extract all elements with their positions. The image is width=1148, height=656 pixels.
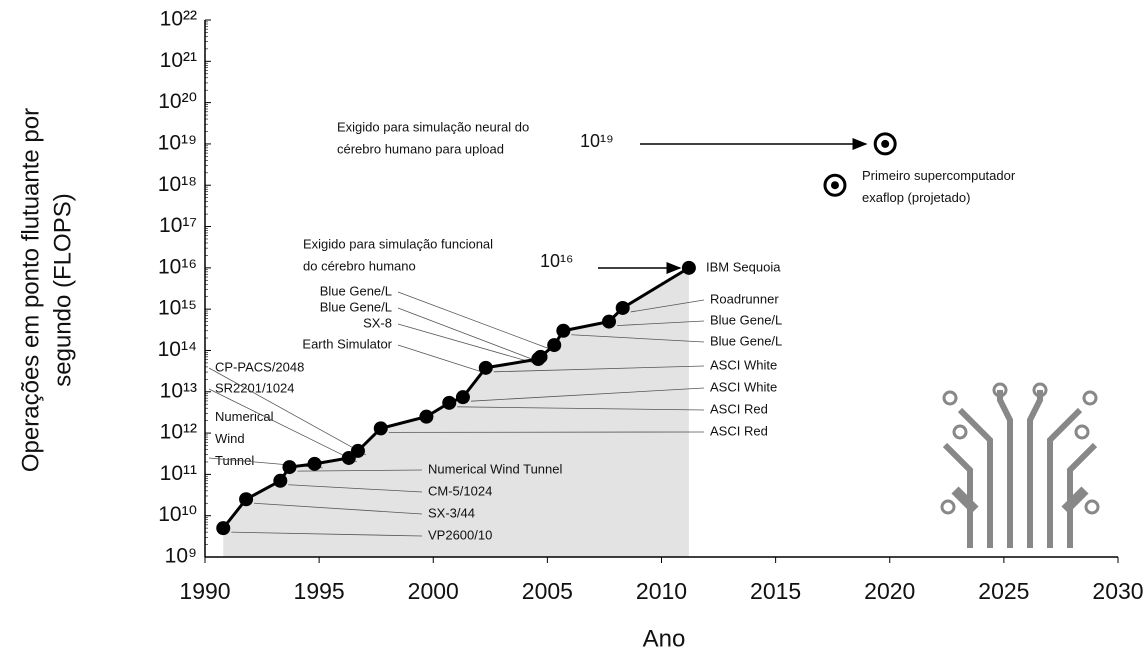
y-tick-label: 10¹⁰ — [158, 503, 197, 526]
leader-line — [616, 320, 705, 326]
point-label-line: Wind — [215, 431, 245, 446]
y-tick-label: 10¹⁷ — [159, 214, 197, 237]
y-tick-label: 10¹² — [160, 421, 197, 444]
projected-point-core — [881, 139, 890, 148]
leader-line — [208, 388, 357, 463]
point — [533, 349, 548, 364]
x-tick-label: 2030 — [1092, 578, 1143, 604]
x-tick-label: 1995 — [294, 578, 345, 604]
leader-line — [208, 367, 367, 456]
annotation: cérebro humano para upload — [337, 141, 504, 156]
point — [273, 473, 288, 488]
point-label: Roadrunner — [710, 291, 779, 306]
x-tick-label: 2015 — [750, 578, 801, 604]
x-tick-label: 2005 — [522, 578, 573, 604]
annotation-value: 10¹⁹ — [580, 131, 614, 151]
leader-line — [397, 307, 537, 362]
point-label: SX-8 — [363, 315, 392, 330]
leader-line — [457, 406, 705, 411]
leader-line — [254, 502, 423, 515]
point-label: Blue Gene/L — [320, 299, 392, 314]
leader-line — [630, 299, 705, 313]
point — [216, 521, 231, 536]
point-label: VP2600/10 — [428, 527, 492, 542]
point — [547, 338, 562, 353]
leader-line — [288, 484, 423, 493]
point — [239, 492, 254, 507]
point — [350, 443, 365, 458]
point — [556, 323, 571, 338]
point-label: SR2201/1024 — [215, 380, 295, 395]
x-tick-label: 2000 — [408, 578, 459, 604]
point-label: Blue Gene/L — [710, 312, 782, 327]
point-label-line: Numerical — [215, 409, 274, 424]
point-label: SX-3/44 — [428, 505, 475, 520]
point — [478, 360, 493, 375]
point-label: CM-5/1024 — [428, 483, 492, 498]
y-tick-label: 10²⁰ — [158, 90, 197, 113]
area — [223, 267, 689, 557]
y-tick-label: 10¹⁹ — [158, 131, 197, 154]
y-axis-label: Operações em ponto flutuante por — [17, 108, 44, 472]
point-label-line: Primeiro supercomputador — [862, 168, 1016, 183]
y-tick-label: 10⁹ — [165, 545, 197, 568]
leader-line — [231, 531, 423, 537]
annotation: Exigido para simulação neural do — [337, 119, 529, 134]
x-tick-label: 2025 — [978, 578, 1029, 604]
leader-line — [297, 469, 423, 472]
y-tick-label: 10¹⁴ — [158, 338, 197, 361]
y-axis-label: segundo (FLOPS) — [49, 193, 76, 386]
point-label: ASCI White — [710, 379, 777, 394]
y-tick-label: 10¹³ — [160, 379, 197, 402]
point-label: ASCI Red — [710, 423, 768, 438]
point-label: Blue Gene/L — [320, 283, 392, 298]
leader-line — [571, 334, 705, 343]
annotation-value: 10¹⁶ — [540, 251, 573, 271]
leader-line — [397, 291, 551, 350]
point-label: Primeiro supercomputador exaflop (projeta… — [862, 168, 1016, 205]
point — [602, 314, 617, 329]
circuit-logo — [940, 382, 1100, 548]
point — [419, 409, 434, 424]
leader-line — [493, 365, 705, 373]
x-tick-label: 2020 — [864, 578, 915, 604]
point-label: ASCI Red — [710, 401, 768, 416]
annotation: Exigido para simulação funcional — [303, 236, 493, 251]
point-label: Numerical Wind Tunnel — [215, 409, 274, 468]
y-tick-label: 10¹⁶ — [158, 255, 197, 278]
point-label: Blue Gene/L — [710, 333, 782, 348]
y-tick-label: 10¹⁸ — [158, 173, 197, 196]
y-tick-label: 10¹¹ — [160, 462, 197, 485]
y-tick-label: 10²² — [160, 8, 197, 31]
point-label: IBM Sequoia — [706, 259, 781, 274]
x-tick-label: 2010 — [636, 578, 687, 604]
point — [615, 300, 630, 315]
point-label: Earth Simulator — [302, 336, 392, 351]
point-label: Numerical Wind Tunnel — [428, 461, 562, 476]
leader-line — [470, 387, 705, 402]
y-tick-label: 10²¹ — [160, 49, 197, 72]
point — [455, 390, 470, 405]
point — [681, 260, 696, 275]
x-tick-label: 1990 — [179, 578, 230, 604]
annotation: do cérebro humano — [303, 258, 416, 273]
projected-point-core — [830, 181, 839, 190]
leader-line — [397, 323, 535, 364]
point-label: CP-PACS/2048 — [215, 359, 304, 374]
x-axis-label: Ano — [643, 625, 686, 652]
point — [373, 421, 388, 436]
leader-line — [397, 344, 482, 373]
point — [282, 460, 297, 475]
point-label: ASCI White — [710, 357, 777, 372]
point-label-line: Tunnel — [215, 453, 254, 468]
point — [442, 395, 457, 410]
y-tick-label: 10¹⁵ — [158, 297, 197, 320]
point — [307, 456, 322, 471]
point-label-line: exaflop (projetado) — [862, 190, 970, 205]
